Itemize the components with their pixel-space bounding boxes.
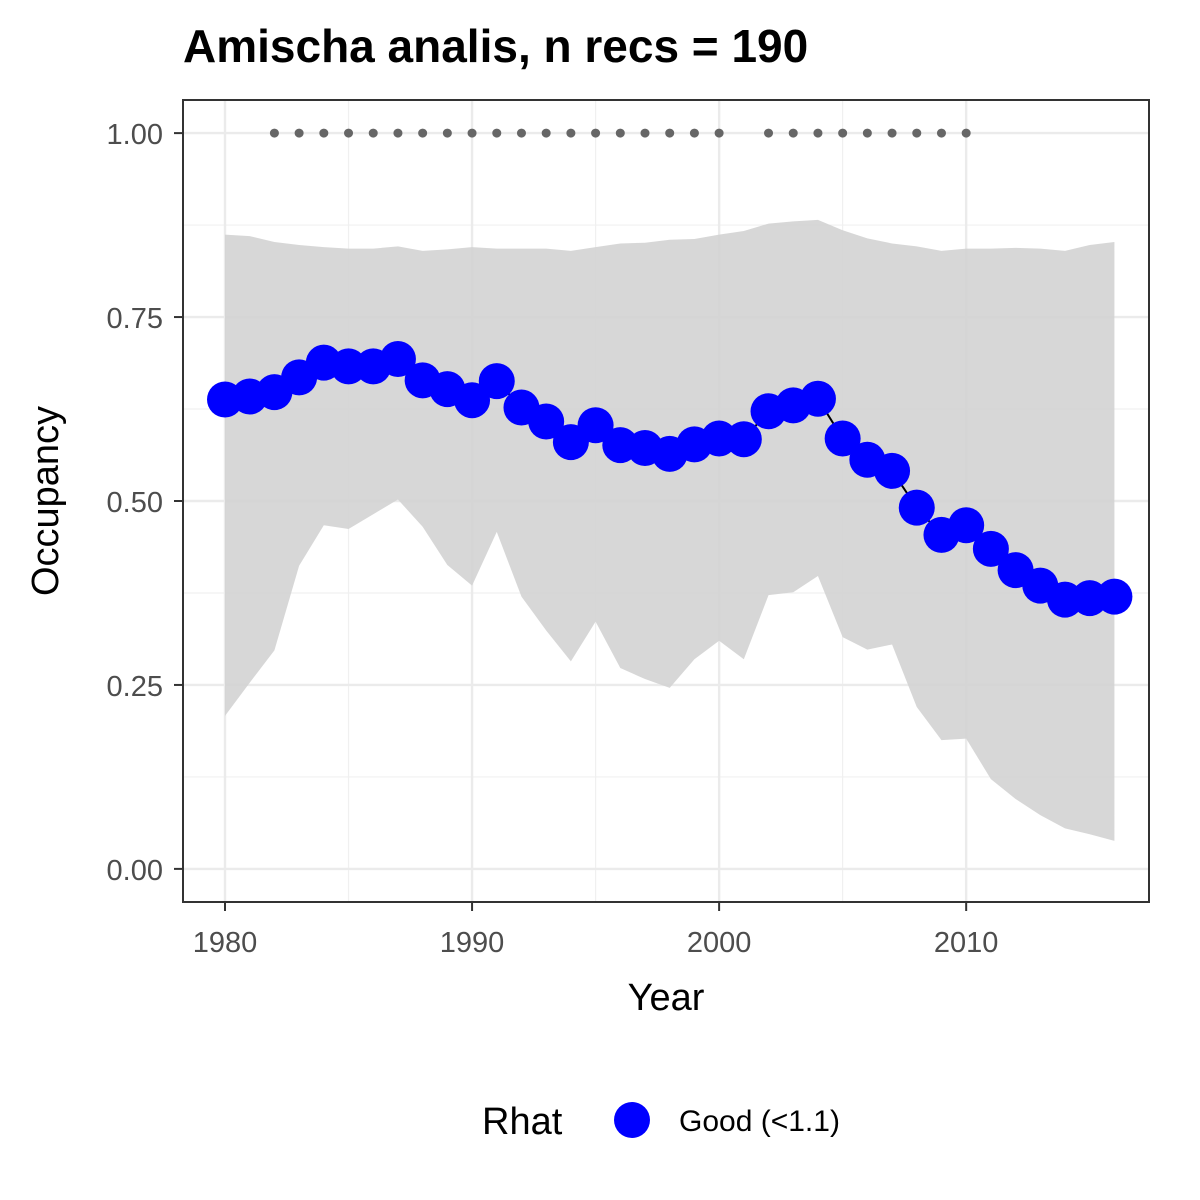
- legend: Rhat Good (<1.1): [482, 1101, 840, 1143]
- record-year-dot: [591, 128, 601, 138]
- x-tick-label: 2010: [934, 927, 999, 959]
- record-year-dot: [640, 128, 650, 138]
- record-year-dot: [294, 128, 304, 138]
- record-year-dot: [764, 128, 774, 138]
- record-year-dot: [516, 128, 526, 138]
- occupancy-point: [898, 489, 935, 526]
- occupancy-point: [725, 421, 762, 458]
- y-tick-label: 1.00: [107, 119, 163, 151]
- occupancy-points-layer: [207, 340, 1133, 618]
- record-year-dot: [615, 128, 625, 138]
- occupancy-point: [824, 420, 861, 457]
- occupancy-point: [1096, 578, 1133, 615]
- occupancy-point: [330, 348, 367, 385]
- chart-title: Amischa analis, n recs = 190: [183, 20, 808, 72]
- x-axis-title: Year: [628, 977, 705, 1019]
- x-tick-label: 2000: [687, 927, 752, 959]
- record-year-dot: [838, 128, 848, 138]
- occupancy-point: [948, 507, 985, 544]
- record-year-dot: [368, 128, 378, 138]
- legend-key-good: [614, 1102, 650, 1138]
- y-tick-label: 0.50: [107, 487, 163, 519]
- record-year-dot: [788, 128, 798, 138]
- record-year-dot: [319, 128, 329, 138]
- record-year-dot: [887, 128, 897, 138]
- y-axis: 0.00 0.25 0.50 0.75 1.00: [107, 119, 183, 887]
- record-year-dot: [714, 128, 724, 138]
- record-dots-layer: [269, 128, 971, 138]
- record-year-dot: [269, 128, 279, 138]
- occupancy-point: [379, 340, 416, 377]
- record-year-dot: [813, 128, 823, 138]
- occupancy-point: [478, 363, 515, 400]
- record-year-dot: [442, 128, 452, 138]
- y-tick-label: 0.00: [107, 855, 163, 887]
- record-year-dot: [689, 128, 699, 138]
- occupancy-point: [799, 380, 836, 417]
- record-year-dot: [418, 128, 428, 138]
- record-year-dot: [912, 128, 922, 138]
- record-year-dot: [393, 128, 403, 138]
- occupancy-point: [454, 382, 491, 419]
- occupancy-point: [528, 403, 565, 440]
- x-axis: 1980 1990 2000 2010: [193, 902, 999, 959]
- record-year-dot: [541, 128, 551, 138]
- legend-title: Rhat: [482, 1101, 563, 1143]
- record-year-dot: [566, 128, 576, 138]
- occupancy-point: [577, 407, 614, 444]
- record-year-dot: [862, 128, 872, 138]
- y-axis-title: Occupancy: [25, 406, 67, 596]
- x-tick-label: 1980: [193, 927, 258, 959]
- record-year-dot: [344, 128, 354, 138]
- record-year-dot: [665, 128, 675, 138]
- x-tick-label: 1990: [440, 927, 505, 959]
- legend-label-good: Good (<1.1): [679, 1105, 840, 1138]
- y-tick-label: 0.25: [107, 671, 163, 703]
- y-tick-label: 0.75: [107, 303, 163, 335]
- plot-panel: [182, 99, 1150, 903]
- record-year-dot: [467, 128, 477, 138]
- record-year-dot: [492, 128, 502, 138]
- record-year-dot: [936, 128, 946, 138]
- record-year-dot: [961, 128, 971, 138]
- occupancy-point: [972, 530, 1009, 567]
- occupancy-point: [874, 452, 911, 489]
